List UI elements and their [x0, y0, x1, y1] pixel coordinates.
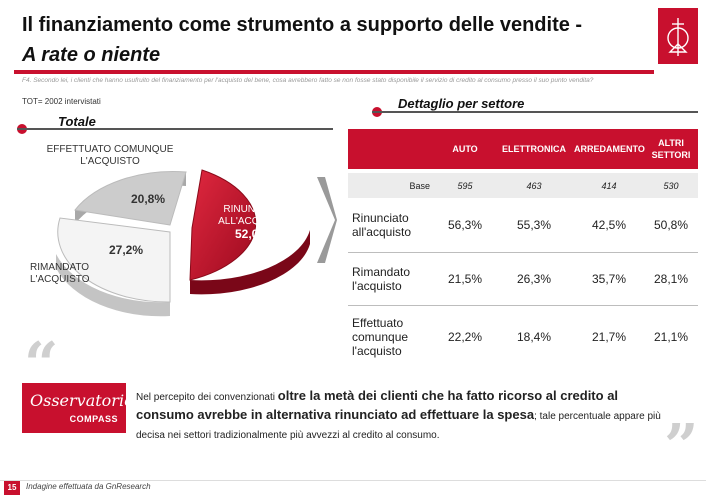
row-label: Rimandato l'acquisto — [352, 265, 411, 293]
pie-slice-side-rinunciato — [190, 230, 310, 295]
sample-size: TOT= 2002 intervistati — [22, 97, 101, 106]
column-header-altri: ALTRI SETTORI — [651, 138, 691, 160]
base-row: Base 595 463 414 530 — [348, 173, 698, 198]
table-header: AUTO ELETTRONICA ARREDAMENTO ALTRI SETTO… — [348, 129, 698, 169]
pie-label-effettuato: EFFETTUATO COMUNQUE L'ACQUISTO — [46, 144, 174, 167]
title-underline — [14, 70, 654, 74]
column-header-auto: AUTO — [452, 144, 478, 154]
table-row: Rimandato l'acquisto 21,5% 26,3% 35,7% 2… — [348, 253, 698, 306]
pie-slice-rinunciato — [189, 169, 257, 281]
conclusion-part3: ; tale percentuale appare più decisa nei… — [136, 411, 661, 441]
section-title-dettaglio: Dettaglio per settore — [398, 96, 525, 111]
base-label: Base — [409, 180, 430, 191]
table-cell: 42,5% — [591, 218, 627, 232]
table-cell: 28,1% — [653, 272, 689, 286]
column-header-elettronica: ELETTRONICA — [502, 144, 566, 154]
table-cell: 21,5% — [447, 272, 483, 286]
conclusion-part1: Nel percepito dei convenzionati — [136, 392, 278, 403]
pie-chart — [56, 169, 310, 317]
pie-label-rimandato: RIMANDATO L'ACQUISTO — [30, 262, 90, 285]
close-quote-icon: ” — [664, 412, 699, 482]
pie-slice-rimandato — [57, 217, 171, 303]
table-cell: 22,2% — [447, 330, 483, 344]
pie-label-rinunciato: RINUNCIATO ALL'ACQUISTO — [218, 204, 290, 227]
table-cell: 56,3% — [447, 218, 483, 232]
section-title-totale: Totale — [58, 114, 96, 129]
table-cell: 35,7% — [591, 272, 627, 286]
observatorio-compass-logo: Osservatorio COMPASS — [22, 383, 134, 433]
pie-slice-side-rimandato — [56, 254, 170, 317]
section-divider — [372, 111, 698, 113]
page-number: 15 — [4, 481, 20, 495]
pie-value-effettuato: 20,8% — [130, 192, 166, 206]
table-cell: 21,7% — [591, 330, 627, 344]
row-label: Effettuato comunque l'acquisto — [352, 316, 409, 358]
base-value: 414 — [601, 180, 617, 191]
brand-logo — [658, 8, 698, 64]
pie-value-rimandato: 27,2% — [108, 243, 144, 257]
table-cell: 26,3% — [516, 272, 552, 286]
page-subtitle: A rate o niente — [22, 44, 161, 66]
pie-value-rinunciato: 52,0% — [234, 227, 270, 241]
base-value: 463 — [526, 180, 542, 191]
page-title: Il finanziamento come strumento a suppor… — [22, 14, 583, 36]
table-row: Rinunciato all'acquisto 56,3% 55,3% 42,5… — [348, 198, 698, 253]
footer-divider — [0, 480, 706, 481]
chevron-right-icon — [317, 177, 337, 263]
brand-subname: COMPASS — [69, 414, 118, 424]
survey-question: F4. Secondo lei, i clienti che hanno usu… — [22, 77, 594, 84]
section-divider — [17, 128, 333, 130]
conclusion-text: Nel percepito dei convenzionati oltre la… — [136, 387, 676, 444]
base-value: 530 — [663, 180, 679, 191]
column-header-arredamento: ARREDAMENTO — [574, 144, 645, 154]
brand-name: Osservatorio — [30, 391, 134, 410]
table-cell: 21,1% — [653, 330, 689, 344]
pie-slice-effettuato — [74, 171, 187, 226]
table-row: Effettuato comunque l'acquisto 22,2% 18,… — [348, 306, 698, 368]
sector-table: AUTO ELETTRONICA ARREDAMENTO ALTRI SETTO… — [348, 129, 698, 368]
table-cell: 50,8% — [653, 218, 689, 232]
base-value: 595 — [457, 180, 473, 191]
row-label: Rinunciato all'acquisto — [352, 211, 411, 239]
table-cell: 18,4% — [516, 330, 552, 344]
table-cell: 55,3% — [516, 218, 552, 232]
source-note: Indagine effettuata da GnResearch — [26, 482, 151, 491]
conclusion-highlight: oltre la metà dei clienti che ha fatto r… — [136, 388, 619, 422]
